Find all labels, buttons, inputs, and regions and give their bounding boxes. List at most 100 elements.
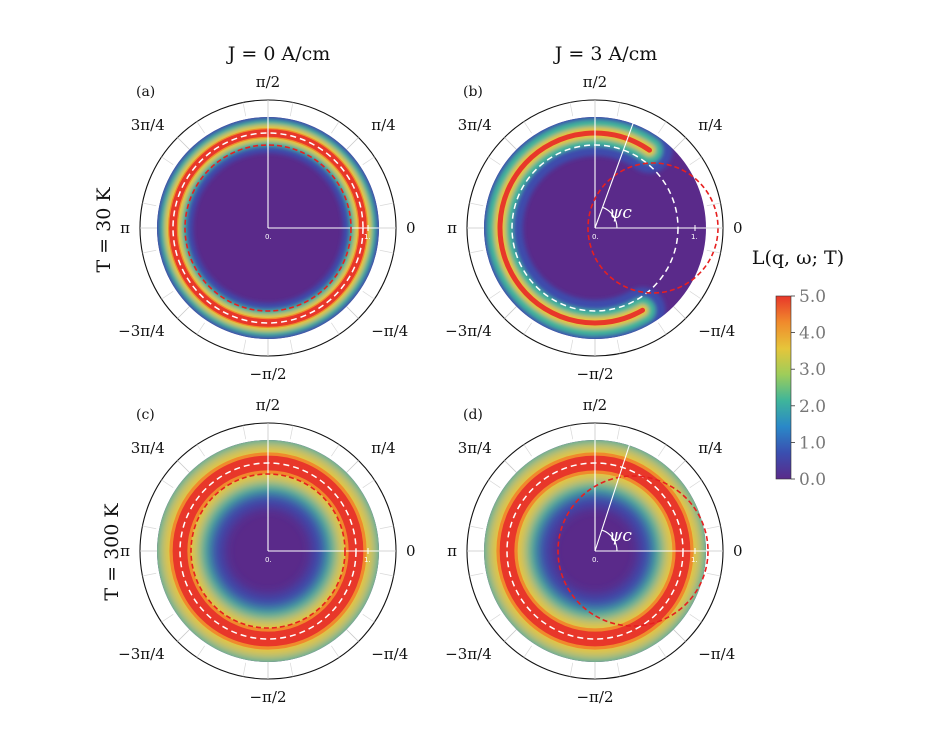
radial-tick-label: 0. <box>265 556 272 564</box>
polar-spoke <box>504 629 517 642</box>
psi-c-ray <box>594 122 634 229</box>
polar-minor-spoke <box>142 525 157 530</box>
polar-minor-spoke <box>523 645 532 658</box>
angle-label-top-left: 3π/4 <box>458 116 492 134</box>
white-dashed-circle <box>172 132 364 324</box>
panel-label: (b) <box>463 84 483 100</box>
angle-label-left: π <box>120 219 130 237</box>
angle-label-top: π/2 <box>256 396 280 414</box>
polar-minor-spoke <box>142 249 157 254</box>
polar-minor-spoke <box>161 291 174 300</box>
polar-minor-spoke <box>289 102 294 117</box>
polar-minor-spoke <box>362 156 375 165</box>
column-header-j3: J = 3 A/cm <box>553 43 658 65</box>
angle-label-bottom: −π/2 <box>576 365 613 383</box>
polar-minor-spoke <box>196 645 205 658</box>
angle-label-bottom: −π/2 <box>249 365 286 383</box>
polar-minor-spoke <box>379 249 394 254</box>
polar-minor-spoke <box>379 525 394 530</box>
angle-label-top: π/2 <box>256 73 280 91</box>
polar-minor-spoke <box>488 614 501 623</box>
panel-label: (a) <box>136 84 155 100</box>
polar-minor-spoke <box>242 339 247 354</box>
polar-minor-spoke <box>523 322 532 335</box>
polar-spoke <box>346 137 359 150</box>
angle-label-right: 0 <box>406 219 416 237</box>
angle-label-bottom: −π/2 <box>576 688 613 706</box>
angle-label-bottom-right: −π/4 <box>371 322 408 340</box>
angle-label-bottom-left: −3π/4 <box>445 645 492 663</box>
radial-tick-label: 1. <box>691 556 698 564</box>
white-dashed-circle <box>506 462 684 640</box>
angle-label-bottom-right: −π/4 <box>371 645 408 663</box>
angle-label-bottom-right: −π/4 <box>698 645 735 663</box>
polar-spoke <box>673 629 686 642</box>
polar-minor-spoke <box>289 662 294 677</box>
angle-label-top-left: 3π/4 <box>131 439 165 457</box>
radial-tick-label: 0. <box>592 556 599 564</box>
angle-label-top-left: 3π/4 <box>458 439 492 457</box>
polar-minor-spoke <box>616 102 621 117</box>
colorbar-tick-label: 0.0 <box>799 470 826 490</box>
polar-minor-spoke <box>569 102 574 117</box>
row-header-t300: T = 300 K <box>101 503 123 601</box>
polar-minor-spoke <box>196 121 205 134</box>
angle-label-right: 0 <box>733 219 743 237</box>
polar-minor-spoke <box>616 662 621 677</box>
angle-label-bottom-left: −3π/4 <box>118 322 165 340</box>
polar-minor-spoke <box>331 322 340 335</box>
polar-minor-spoke <box>658 645 667 658</box>
polar-minor-spoke <box>362 291 375 300</box>
polar-minor-spoke <box>488 291 501 300</box>
angle-label-top-right: π/4 <box>698 439 722 457</box>
red-dashed-circle <box>184 144 352 312</box>
colorbar-tick-label: 3.0 <box>799 360 826 380</box>
panel-a: 0. 1. 0 π/4 π/2 3π/4 π −3π/4 −π/2 −π/4 (a) <box>118 73 415 383</box>
panel-c: 0. 1. 0 π/4 π/2 3π/4 π −3π/4 −π/2 −π/4 (c) <box>118 396 415 706</box>
colorbar-tick-label: 5.0 <box>799 287 826 307</box>
polar-spoke <box>346 306 359 319</box>
polar-spoke <box>504 460 517 473</box>
polar-minor-spoke <box>616 425 621 440</box>
polar-spoke <box>673 306 686 319</box>
polar-minor-spoke <box>331 121 340 134</box>
polar-minor-spoke <box>362 614 375 623</box>
polar-minor-spoke <box>242 425 247 440</box>
polar-spoke <box>504 306 517 319</box>
polar-minor-spoke <box>469 202 484 207</box>
white-dashed-circle <box>179 462 357 640</box>
polar-minor-spoke <box>161 156 174 165</box>
angle-label-top-right: π/4 <box>371 439 395 457</box>
polar-spoke <box>673 137 686 150</box>
psi-c-arc <box>601 529 618 552</box>
polar-minor-spoke <box>469 525 484 530</box>
radial-tick-label: 0. <box>265 233 272 241</box>
colorbar-tick-label: 1.0 <box>799 433 826 453</box>
polar-minor-spoke <box>658 444 667 457</box>
polar-minor-spoke <box>689 156 702 165</box>
colorbar-title: L(q, ω; T) <box>752 247 844 269</box>
polar-minor-spoke <box>569 662 574 677</box>
polar-minor-spoke <box>242 102 247 117</box>
polar-minor-spoke <box>706 572 721 577</box>
polar-spoke <box>177 306 190 319</box>
panel-b: 0. 1. ψc 0 π/4 π/2 3π/4 π −3π/4 −π/2 −π/4 (b) <box>445 73 742 383</box>
polar-minor-spoke <box>658 121 667 134</box>
polar-minor-spoke <box>196 322 205 335</box>
polar-minor-spoke <box>362 479 375 488</box>
angle-label-right: 0 <box>733 542 743 560</box>
red-dashed-circle <box>190 473 346 629</box>
polar-minor-spoke <box>706 202 721 207</box>
polar-minor-spoke <box>569 339 574 354</box>
polar-spoke <box>504 137 517 150</box>
panel-d: 0. 1. ψc 0 π/4 π/2 3π/4 π −3π/4 −π/2 −π/4 (d) <box>445 396 742 706</box>
polar-minor-spoke <box>289 425 294 440</box>
radial-tick-label: 1. <box>364 556 371 564</box>
white-dashed-circle <box>511 144 679 312</box>
radial-tick-label: 0. <box>592 233 599 241</box>
polar-minor-spoke <box>161 614 174 623</box>
angle-label-left: π <box>447 219 457 237</box>
polar-minor-spoke <box>331 444 340 457</box>
polar-spoke <box>177 137 190 150</box>
